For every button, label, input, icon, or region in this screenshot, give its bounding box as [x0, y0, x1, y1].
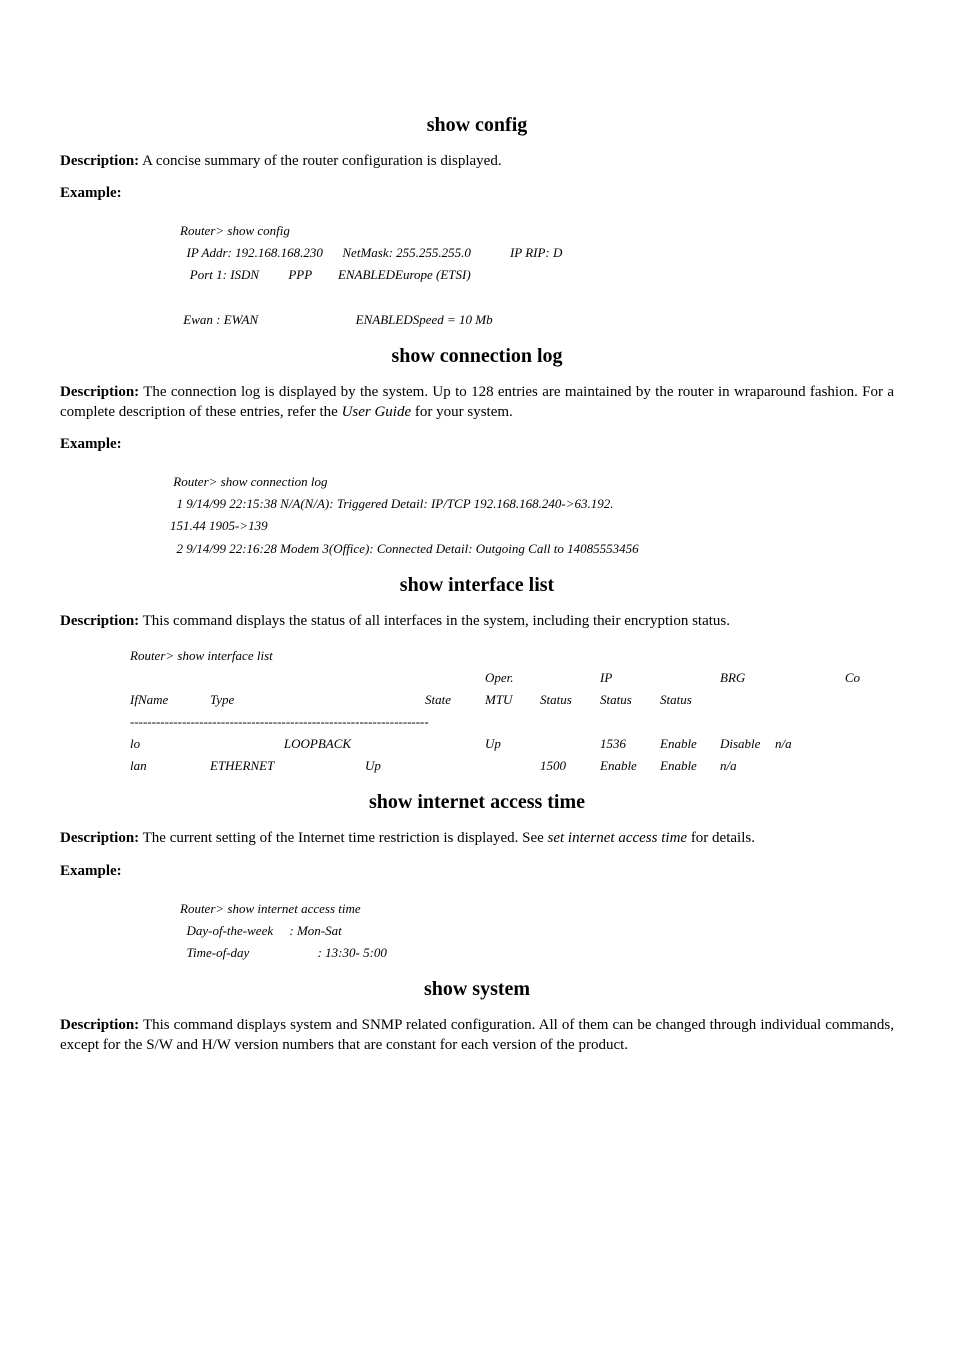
- code-show-connection-log: Router> show connection log 1 9/14/99 22…: [170, 471, 894, 559]
- col-brg: BRG: [720, 667, 780, 689]
- desc-label: Description:: [60, 613, 139, 629]
- code-line: Port 1: ISDN: [190, 267, 259, 282]
- section-title-show-system: show system: [60, 978, 894, 1001]
- dashes: ----------------------------------------…: [130, 711, 429, 733]
- code-line: IP RIP: D: [510, 245, 562, 260]
- table-header-row-1: Oper. IP BRGCo: [130, 667, 894, 689]
- code-line: PPP: [288, 267, 312, 282]
- desc-show-internet-access-time: Description: The current setting of the …: [60, 828, 894, 848]
- table-cmd-line: Router> show interface list: [130, 645, 894, 667]
- code-line: ENABLED: [338, 267, 395, 282]
- section-title-show-internet-access-time: show internet access time: [60, 791, 894, 814]
- example-label: Example:: [60, 436, 894, 453]
- desc-show-system: Description: This command displays syste…: [60, 1015, 894, 1056]
- col-ifname: IfName: [130, 689, 210, 711]
- code-line: Day-of-the-week: [187, 923, 274, 938]
- code-line: Router> show connection log: [170, 474, 328, 489]
- desc-text: for your system.: [411, 404, 513, 420]
- example-label: Example:: [60, 863, 894, 880]
- desc-text: A concise summary of the router configur…: [139, 153, 501, 169]
- cell-ip: Enable: [660, 733, 720, 755]
- cell-brg: Enable: [660, 755, 720, 777]
- code-line: Europe (ETSI): [395, 267, 471, 282]
- code-line: Ewan : EWAN: [183, 312, 258, 327]
- code-line: Speed = 10 Mb: [413, 312, 493, 327]
- code-line: Router> show config: [180, 223, 290, 238]
- cell-state: Up: [365, 755, 485, 777]
- code-show-config: Router> show config IP Addr: 192.168.168…: [180, 220, 894, 330]
- desc-text: The current setting of the Internet time…: [139, 830, 547, 846]
- cell-type: ETHERNET: [210, 755, 365, 777]
- code-line: : 13:30- 5:00: [318, 945, 387, 960]
- example-label: Example:: [60, 185, 894, 202]
- code-line: : Mon-Sat: [289, 923, 341, 938]
- cell-mtu: 1536: [600, 733, 660, 755]
- table-row: lanETHERNETUp1500EnableEnablen/a: [130, 755, 894, 777]
- desc-ref: User Guide: [342, 404, 412, 420]
- section-title-show-config: show config: [60, 114, 894, 137]
- section-title-show-interface-list: show interface list: [60, 574, 894, 597]
- desc-label: Description:: [60, 1017, 139, 1033]
- desc-label: Description:: [60, 830, 139, 846]
- col-status: Status: [660, 689, 720, 711]
- code-line: Router> show interface list: [130, 645, 273, 667]
- code-line: ENABLED: [356, 312, 413, 327]
- col-state: State: [425, 689, 485, 711]
- code-line: IP Addr: 192.168.168.230: [187, 245, 323, 260]
- code-line: Time-of-day: [187, 945, 250, 960]
- desc-show-interface-list: Description: This command displays the s…: [60, 611, 894, 631]
- desc-text: This command displays the status of all …: [139, 613, 730, 629]
- col-status: Status: [540, 689, 600, 711]
- cell-co: n/a: [775, 733, 792, 755]
- desc-label: Description:: [60, 384, 139, 400]
- table-divider: ----------------------------------------…: [130, 711, 894, 733]
- desc-text: This command displays system and SNMP re…: [60, 1017, 894, 1053]
- col-oper: Oper.: [485, 667, 540, 689]
- desc-text: for details.: [687, 830, 755, 846]
- col-type: Type: [210, 689, 425, 711]
- cell-mtu: 1500: [540, 755, 600, 777]
- col-ip: IP: [600, 667, 660, 689]
- code-line: Router> show internet access time: [180, 901, 361, 916]
- desc-show-connection-log: Description: The connection log is displ…: [60, 382, 894, 423]
- interface-table: Router> show interface list Oper. IP BRGCo…: [130, 645, 894, 778]
- cell-brg: Disable: [720, 733, 775, 755]
- code-line: 1 9/14/99 22:15:38 N/A(N/A): Triggered D…: [170, 496, 614, 511]
- code-line: 2 9/14/99 22:16:28 Modem 3(Office): Conn…: [170, 541, 639, 556]
- table-row: loLOOPBACK Up 1536EnableDisablen/a: [130, 733, 894, 755]
- cell-ifname: lo: [130, 733, 210, 755]
- cell-ifname: lan: [130, 755, 210, 777]
- section-title-show-connection-log: show connection log: [60, 345, 894, 368]
- col-mtu: MTU: [485, 689, 540, 711]
- cell-ip: Enable: [600, 755, 660, 777]
- cell-state: Up: [485, 733, 540, 755]
- code-line: NetMask: 255.255.255.0: [342, 245, 471, 260]
- desc-label: Description:: [60, 153, 139, 169]
- code-line: 151.44 1905->139: [170, 518, 268, 533]
- desc-ref: set internet access time: [548, 830, 688, 846]
- col-co: Co: [780, 667, 860, 689]
- col-status: Status: [600, 689, 660, 711]
- cell-co: n/a: [720, 755, 737, 777]
- cell-type: LOOPBACK: [210, 733, 425, 755]
- table-header-row-2: IfNameTypeStateMTUStatusStatusStatus: [130, 689, 894, 711]
- desc-show-config: Description: A concise summary of the ro…: [60, 151, 894, 171]
- code-show-internet-access-time: Router> show internet access time Day-of…: [180, 898, 894, 964]
